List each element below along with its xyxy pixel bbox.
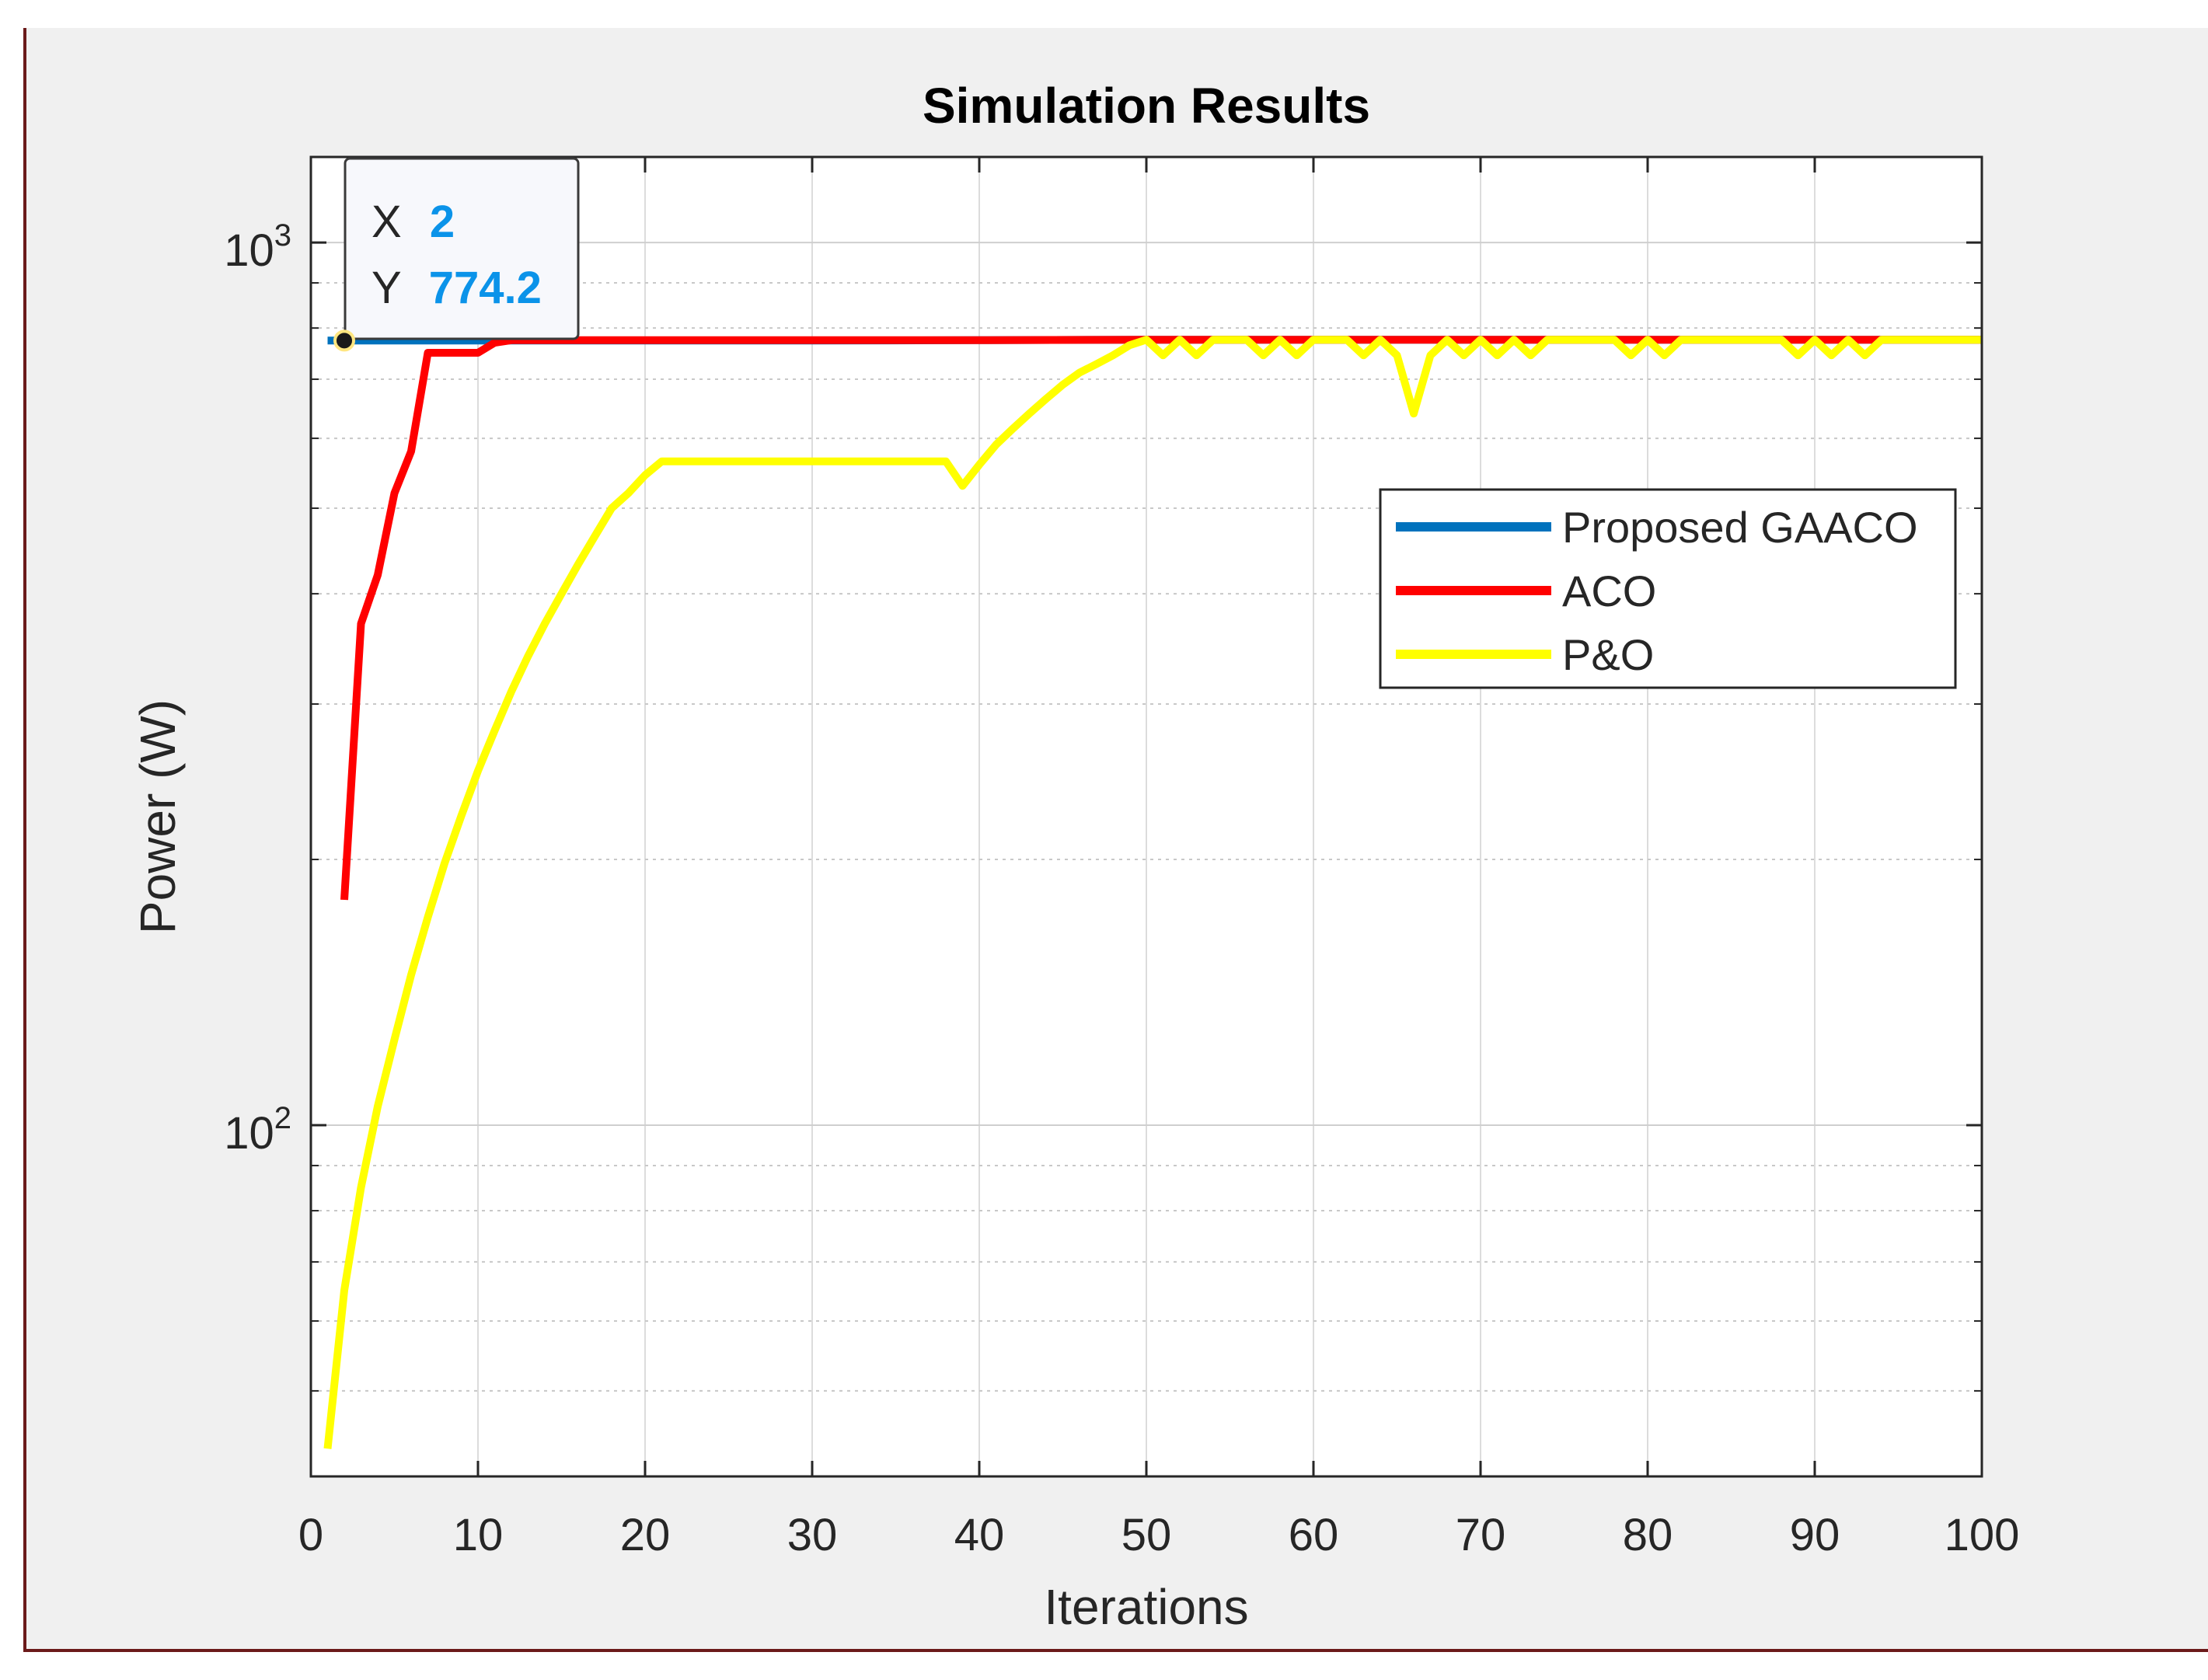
y-tick-label: 103 (224, 218, 291, 276)
x-tick-label: 40 (954, 1510, 1005, 1560)
datatip-marker (333, 329, 355, 352)
datatip[interactable]: X 2 Y 774.2 (333, 157, 580, 352)
y-tick-base: 10 (224, 225, 274, 276)
x-tick-label: 10 (453, 1510, 504, 1560)
x-tick-label: 30 (787, 1510, 838, 1560)
plot-series (323, 336, 1982, 1449)
x-axis-label: Iterations (1044, 1579, 1248, 1635)
x-tick-labels: 0 10 20 30 40 50 60 70 80 90 100 (298, 1510, 2020, 1560)
legend-label: ACO (1562, 566, 1656, 615)
svg-text:X 2: X 2 (371, 197, 455, 247)
x-tick-label: 60 (1289, 1510, 1339, 1560)
axes-box (309, 155, 1983, 1478)
datatip-x-value: 2 (430, 197, 455, 247)
x-tick-label: 50 (1121, 1510, 1172, 1560)
x-tick-label: 0 (298, 1510, 323, 1560)
datatip-x-label: X (371, 197, 402, 247)
svg-text:Y 774.2: Y 774.2 (371, 263, 542, 313)
y-axis-label: Power (W) (130, 699, 186, 934)
y-tick-exponent: 3 (274, 218, 291, 253)
x-tick-label: 20 (620, 1510, 671, 1560)
x-tick-label: 70 (1456, 1510, 1506, 1560)
x-tick-label: 100 (1945, 1510, 2020, 1560)
series-line-2 (323, 336, 1982, 1449)
y-tick-exponent: 2 (274, 1101, 291, 1135)
y-tick-label: 102 (224, 1101, 291, 1159)
x-tick-label: 90 (1790, 1510, 1840, 1560)
legend[interactable]: Proposed GAACO ACO P&O (1379, 488, 1957, 689)
chart-title: Simulation Results (923, 78, 1370, 134)
datatip-box (344, 157, 580, 340)
y-tick-base: 10 (224, 1108, 274, 1159)
legend-label: Proposed GAACO (1562, 503, 1918, 552)
x-tick-label: 80 (1623, 1510, 1673, 1560)
legend-label: P&O (1562, 630, 1654, 679)
datatip-y-label: Y (371, 263, 401, 313)
datatip-y-value: 774.2 (429, 263, 542, 313)
